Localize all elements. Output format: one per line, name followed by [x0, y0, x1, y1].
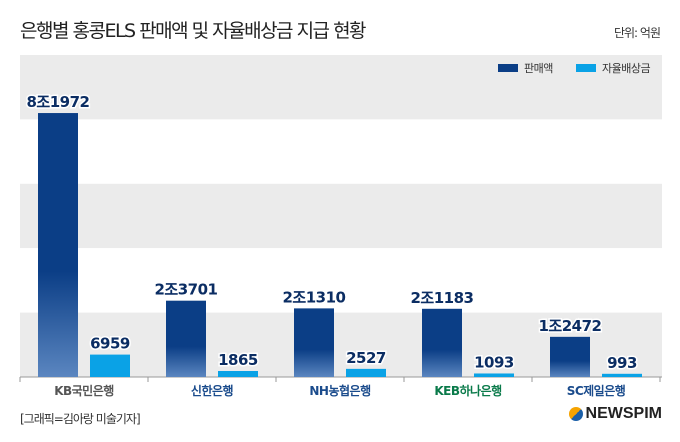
legend-swatch — [498, 64, 518, 72]
data-label: 6959 — [90, 335, 130, 353]
bar-compensation — [90, 354, 130, 377]
data-label: 993 — [607, 354, 637, 372]
data-label: 8조1972 — [27, 93, 90, 111]
unit-label: 단위: 억원 — [613, 26, 661, 40]
data-label: 1조2472 — [539, 317, 602, 335]
brand-text: NEWSPIM — [585, 405, 662, 422]
bar-sales — [166, 300, 206, 377]
chart-title: 은행별 홍콩ELS 판매액 및 자율배상금 지급 현황 — [20, 20, 367, 42]
bank-logo-label: SC제일은행 — [567, 383, 626, 398]
data-label: 2조1183 — [411, 289, 474, 307]
bar-compensation — [602, 373, 642, 377]
grid-band — [20, 119, 662, 184]
bar-sales — [550, 336, 590, 377]
data-label: 2조1310 — [283, 288, 346, 306]
data-label: 2조3701 — [155, 281, 218, 299]
data-label: 2527 — [346, 349, 386, 367]
legend-label: 자율배상금 — [602, 62, 650, 75]
bar-sales — [294, 308, 334, 377]
bar-sales — [38, 113, 78, 377]
credit: [그래픽=김아랑 미술기자] — [20, 412, 141, 426]
data-label: 1865 — [218, 351, 258, 369]
grid-band — [20, 55, 662, 120]
bar-compensation — [346, 368, 386, 377]
bar-sales — [422, 308, 462, 377]
newspim-logo: NEWSPIM — [568, 405, 662, 423]
bank-logo-label: KB국민은행 — [54, 383, 114, 398]
bank-logo-label: 신한은행 — [191, 383, 234, 398]
data-label: 1093 — [474, 353, 514, 371]
newspim-icon — [568, 407, 583, 421]
legend-label: 판매액 — [524, 62, 553, 75]
bank-logo-label: NH농협은행 — [309, 383, 371, 398]
bar-compensation — [474, 373, 514, 377]
bank-logo-label: KEB하나은행 — [434, 383, 502, 398]
legend-swatch — [576, 64, 596, 72]
bar-compensation — [218, 370, 258, 377]
grid-band — [20, 248, 662, 313]
grid-band — [20, 183, 662, 249]
